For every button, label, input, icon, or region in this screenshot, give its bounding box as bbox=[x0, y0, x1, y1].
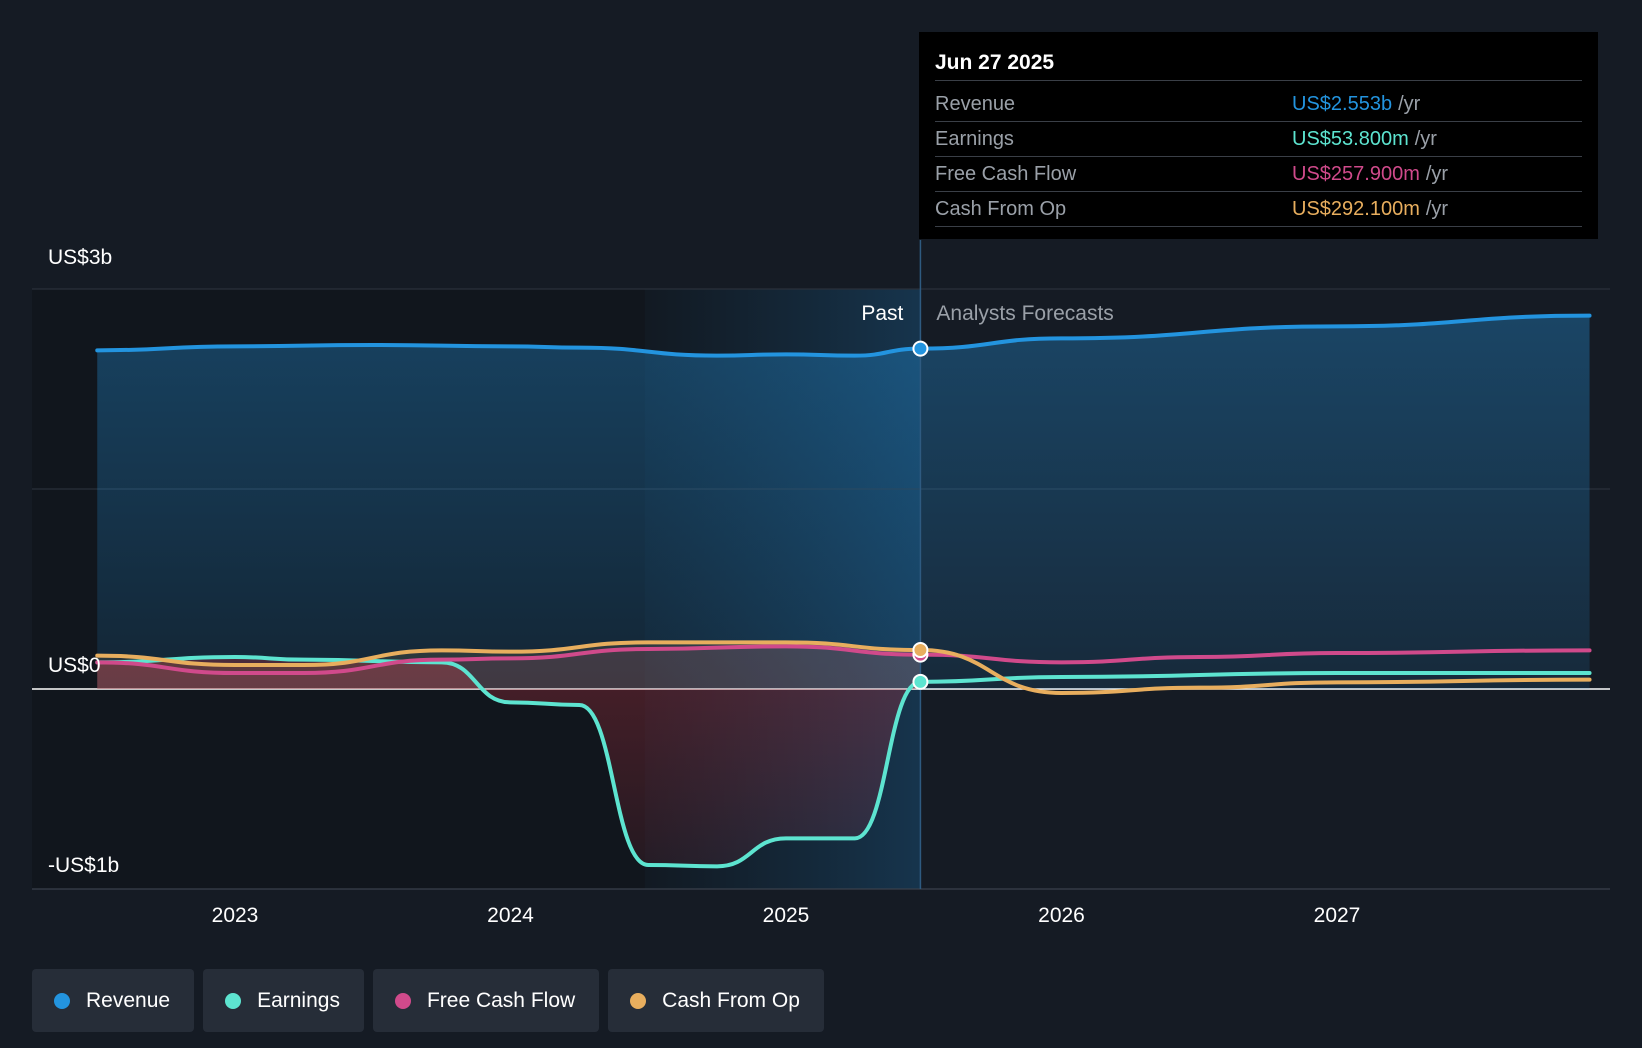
tooltip: Jun 27 2025 Revenue US$2.553b /yr Earnin… bbox=[919, 32, 1598, 239]
revenue-line bbox=[95, 313, 1592, 358]
revenue-dot-icon bbox=[54, 992, 70, 1009]
cash-from-op-line bbox=[95, 640, 1592, 695]
tooltip-row-revenue: Revenue US$2.553b /yr bbox=[935, 87, 1582, 122]
tooltip-row-cash-from-op: Cash From Op US$292.100m /yr bbox=[935, 192, 1582, 227]
y-axis-labels: US$3b US$0 -US$1b bbox=[48, 246, 119, 877]
y-tick-label: US$0 bbox=[48, 654, 101, 677]
tooltip-unit: /yr bbox=[1425, 163, 1449, 185]
tooltip-label: Revenue bbox=[935, 93, 1016, 115]
cash-from-op-marker bbox=[912, 642, 929, 659]
legend-label: Revenue bbox=[86, 988, 171, 1012]
tooltip-unit: /yr bbox=[1414, 128, 1437, 150]
tooltip-value: US$292.100m bbox=[1292, 198, 1420, 220]
earnings-area bbox=[97, 657, 921, 867]
cash-from-op-area bbox=[97, 642, 921, 689]
revenue-area bbox=[97, 315, 1590, 689]
tooltip-unit: /yr bbox=[1398, 93, 1421, 115]
revenue-marker bbox=[912, 340, 929, 357]
tooltip-row-free-cash-flow: Free Cash Flow US$257.900m /yr bbox=[935, 157, 1582, 192]
tooltip-unit: /yr bbox=[1425, 198, 1449, 220]
series-areas bbox=[97, 315, 1590, 867]
tooltip-value: US$53.800m bbox=[1292, 128, 1409, 150]
x-tick-label: 2023 bbox=[212, 904, 259, 927]
legend-label: Cash From Op bbox=[662, 988, 800, 1012]
y-tick-label: -US$1b bbox=[48, 854, 119, 877]
x-tick-label: 2025 bbox=[763, 904, 810, 927]
legend-label: Free Cash Flow bbox=[426, 988, 576, 1012]
y-tick-label: US$3b bbox=[48, 246, 112, 269]
free-cash-flow-area bbox=[97, 646, 921, 689]
divider-markers bbox=[912, 340, 929, 690]
tooltip-label: Earnings bbox=[935, 128, 1014, 150]
free-cash-flow-line bbox=[95, 644, 1592, 675]
x-tick-label: 2027 bbox=[1314, 904, 1361, 927]
legend: Revenue Earnings Free Cash Flow Cash Fro… bbox=[32, 969, 824, 1032]
legend-item-cash-from-op[interactable]: Cash From Op bbox=[608, 969, 824, 1032]
legend-item-free-cash-flow[interactable]: Free Cash Flow bbox=[372, 969, 600, 1032]
tooltip-value: US$257.900m bbox=[1292, 163, 1420, 185]
past-label: Past bbox=[861, 302, 903, 325]
legend-item-revenue[interactable]: Revenue bbox=[32, 969, 195, 1032]
earnings-dot-icon bbox=[225, 992, 242, 1009]
x-axis-labels: 2023 2024 2025 2026 2027 bbox=[212, 904, 1361, 927]
tooltip-row-earnings: Earnings US$53.800m /yr bbox=[935, 122, 1582, 157]
tooltip-label: Cash From Op bbox=[935, 198, 1067, 220]
x-tick-label: 2024 bbox=[487, 904, 534, 927]
series-lines bbox=[95, 313, 1592, 869]
legend-item-earnings[interactable]: Earnings bbox=[203, 969, 364, 1032]
earnings-marker bbox=[912, 673, 929, 690]
tooltip-date: Jun 27 2025 bbox=[935, 48, 1582, 81]
forecast-label: Analysts Forecasts bbox=[936, 302, 1113, 325]
free-cash-flow-dot-icon bbox=[394, 992, 411, 1009]
cash-from-op-dot-icon bbox=[630, 992, 647, 1009]
tooltip-value: US$2.553b bbox=[1292, 93, 1393, 115]
legend-label: Earnings bbox=[257, 988, 340, 1012]
tooltip-label: Free Cash Flow bbox=[935, 163, 1077, 185]
x-tick-label: 2026 bbox=[1038, 904, 1085, 927]
